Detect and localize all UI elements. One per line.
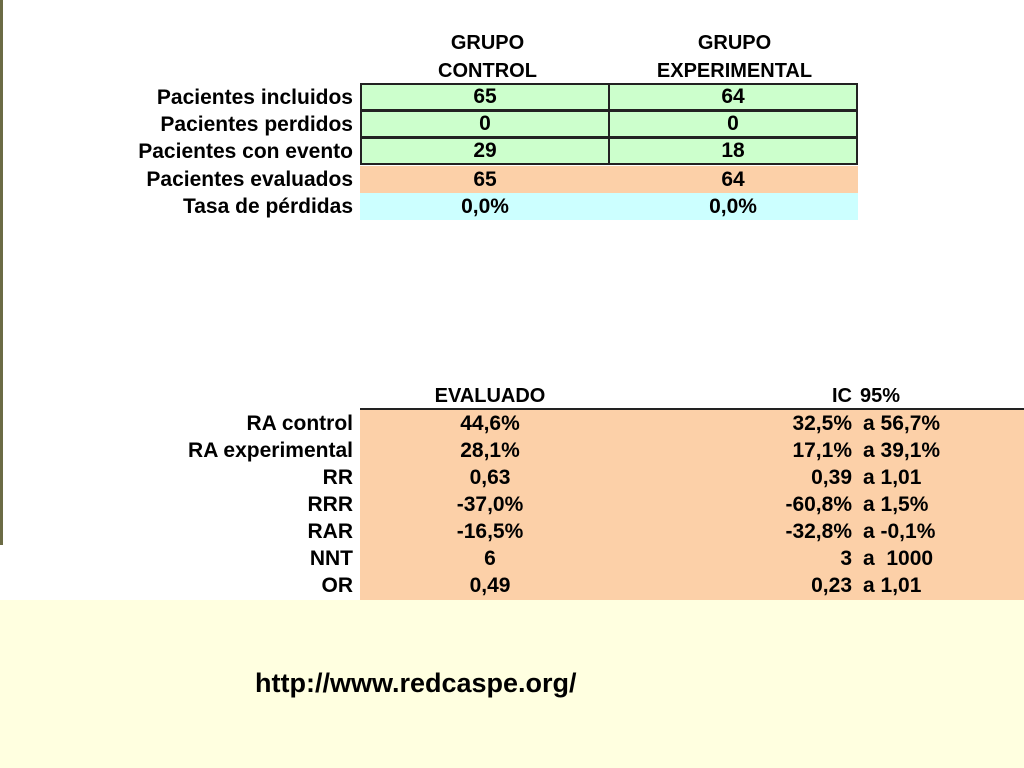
row-label-ra-control: RA control (246, 411, 353, 435)
header-ic: IC (832, 384, 852, 407)
cell-ra-experimental-evaluado: 28,1% (460, 438, 520, 462)
cell-nnt-ic-high: a 1000 (863, 546, 934, 570)
row-label-nnt: NNT (309, 546, 353, 570)
cell-tasa-control: 0,0% (461, 194, 509, 218)
cell-rrr-ic-low: -60,8% (785, 492, 852, 516)
cell-rar-ic-low: -32,8% (785, 519, 852, 543)
row-label-or: OR (321, 573, 354, 597)
spreadsheet: GRUPO CONTROL GRUPO EXPERIMENTAL Pacient… (5, 0, 1024, 600)
cell-or-ic-high: a 1,01 (863, 573, 922, 597)
cell-or-ic-low: 0,23 (811, 573, 852, 597)
row-label-tasa-perdidas: Tasa de pérdidas (182, 194, 353, 218)
cell-rar-evaluado: -16,5% (456, 519, 524, 543)
cell-rr-evaluado: 0,63 (469, 465, 511, 489)
header-evaluado: EVALUADO (434, 384, 546, 407)
cell-nnt-evaluado: 6 (484, 546, 496, 570)
cell-incluidos-experimental: 64 (608, 83, 858, 111)
cell-perdidos-experimental: 0 (608, 110, 858, 138)
cell-perdidos-control: 0 (360, 110, 610, 138)
row-label-rrr: RRR (307, 492, 354, 516)
cell-nnt-ic-low: 3 (840, 546, 852, 570)
header-grupo-experimental-line2: EXPERIMENTAL (656, 59, 813, 82)
row-label-con-evento: Pacientes con evento (138, 139, 353, 163)
cell-evaluados-experimental: 64 (721, 167, 745, 191)
header-rule (360, 408, 1024, 410)
row-label-ra-experimental: RA experimental (188, 438, 353, 462)
cell-ra-control-ic-low: 32,5% (792, 411, 852, 435)
cell-evaluados-control: 65 (473, 167, 497, 191)
cell-ra-experimental-ic-high: a 39,1% (863, 438, 941, 462)
cell-tasa-experimental: 0,0% (709, 194, 757, 218)
cell-ra-control-evaluado: 44,6% (460, 411, 520, 435)
header-grupo-control-line1: GRUPO (450, 31, 525, 54)
cell-evento-control: 29 (360, 137, 610, 165)
slide: GRUPO CONTROL GRUPO EXPERIMENTAL Pacient… (0, 0, 1024, 600)
cell-incluidos-control: 65 (360, 83, 610, 111)
left-border (0, 0, 3, 545)
cell-rr-ic-low: 0,39 (811, 465, 852, 489)
header-grupo-experimental-line1: GRUPO (697, 31, 772, 54)
row-label-perdidos: Pacientes perdidos (160, 112, 353, 136)
cell-evento-experimental: 18 (608, 137, 858, 165)
row-tasa-fill (360, 193, 858, 220)
row-label-rr: RR (322, 465, 353, 489)
cell-or-evaluado: 0,49 (469, 573, 511, 597)
row-evaluados-fill (360, 166, 858, 193)
row-label-evaluados: Pacientes evaluados (146, 167, 353, 191)
cell-rar-ic-high: a -0,1% (863, 519, 936, 543)
results-fill (360, 410, 1024, 600)
cell-ra-experimental-ic-low: 17,1% (792, 438, 852, 462)
header-95: 95% (860, 384, 901, 407)
row-label-rar: RAR (307, 519, 354, 543)
row-label-incluidos: Pacientes incluidos (156, 85, 353, 109)
cell-rrr-evaluado: -37,0% (456, 492, 524, 516)
cell-ra-control-ic-high: a 56,7% (863, 411, 941, 435)
source-url-link[interactable]: http://www.redcaspe.org/ (255, 668, 577, 698)
cell-rr-ic-high: a 1,01 (863, 465, 922, 489)
header-grupo-control-line2: CONTROL (438, 59, 537, 82)
cell-rrr-ic-high: a 1,5% (863, 492, 929, 516)
